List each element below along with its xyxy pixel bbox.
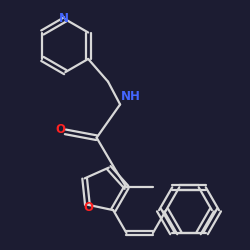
Text: NH: NH xyxy=(121,90,141,104)
Text: N: N xyxy=(59,12,69,24)
Text: O: O xyxy=(84,201,94,214)
Text: O: O xyxy=(56,124,66,136)
